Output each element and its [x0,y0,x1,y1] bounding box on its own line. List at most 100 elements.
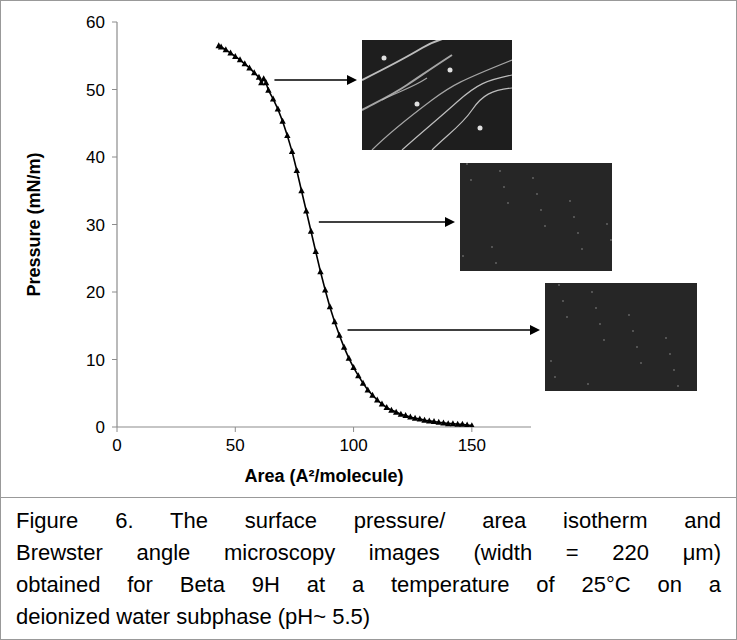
arrow-line [274,79,349,81]
bam-image [362,30,512,150]
y-tick-label: 30 [86,216,105,235]
bam-speck [591,291,593,293]
data-point [383,404,389,410]
y-tick [112,22,117,23]
bam-speck [540,209,542,211]
bam-speck [566,316,568,318]
y-tick [112,89,117,90]
bam-speck [562,300,564,302]
data-point [265,87,271,93]
x-axis-title: Area (A²/molecule) [244,466,403,486]
y-tick [112,427,117,428]
bam-image [545,283,697,391]
x-tick [471,427,472,432]
bam-speck [491,246,493,248]
caption-line: Figure 6. The surface pressure/ area iso… [16,506,721,536]
data-point [313,248,319,254]
y-tick-label: 40 [86,148,105,167]
data-point [303,208,309,214]
bam-streak [402,75,512,150]
data-point [270,95,276,101]
data-point [279,118,285,124]
data-point [369,392,375,398]
data-point [227,50,233,56]
bam-texture [462,163,612,264]
data-point [232,53,238,59]
bam-speck [466,163,468,165]
bam-speck [536,193,538,195]
bam-speck [665,337,667,339]
caption-line: Brewster angle microscopy images (width … [16,538,721,568]
bam-spot [478,126,483,131]
bam-speck [587,383,589,385]
data-point [308,228,314,234]
bam-speck [581,248,583,250]
data-point [258,79,264,85]
data-point [402,412,408,418]
data-point [421,417,427,423]
y-tick [112,359,117,360]
data-point [322,286,328,292]
data-point [360,380,366,386]
data-point [275,106,281,112]
caption-line: obtained for Beta 9H at a temperature of… [16,570,721,600]
bam-spot [382,56,387,61]
arrow-head [347,75,357,85]
bam-speck [595,307,597,309]
arrow-line [348,329,532,331]
data-point [365,386,371,392]
data-point [350,364,356,370]
data-point [284,132,290,138]
bam-streak [382,78,427,100]
x-tick [117,427,118,432]
data-point [289,148,295,154]
bam-speck [503,186,505,188]
bam-image [460,163,612,271]
data-point [341,344,347,350]
bam-speck [599,323,601,325]
bam-speck [558,284,560,286]
arrow-line [319,221,447,223]
data-point [216,42,222,48]
bam-spot [415,102,420,107]
data-point [412,415,418,421]
y-tick-label: 0 [96,418,105,437]
arrow-head [445,217,455,227]
bam-speck [610,239,612,241]
data-point [237,56,243,62]
caption-border [0,497,737,498]
y-axis-title: Pressure (mN/m) [24,152,44,296]
bam-speck [499,170,501,172]
bam-speck [532,177,534,179]
x-tick [353,427,354,432]
bam-speck [606,223,608,225]
bam-speck [462,255,464,257]
bam-speck [569,200,571,202]
y-tick-label: 10 [86,351,105,370]
bam-speck [603,339,605,341]
y-tick [112,224,117,225]
bam-streak [432,88,512,150]
bam-texture [550,284,679,387]
y-tick [112,292,117,293]
bam-speck [577,232,579,234]
bam-speck [673,369,675,371]
bam-speck [507,202,509,204]
x-tick-label: 0 [112,436,121,455]
x-tick-label: 150 [458,436,486,455]
bam-speck [669,353,671,355]
data-point [294,167,300,173]
bam-speck [632,330,634,332]
bam-speck [544,225,546,227]
y-tick-label: 60 [86,13,105,32]
bam-spot [448,68,453,73]
bam-speck [640,362,642,364]
bam-background [460,163,612,271]
bam-speck [554,376,556,378]
data-point [407,413,413,419]
bam-speck [573,216,575,218]
figure: 0501001500102030405060Area (A²/molecule)… [0,0,737,640]
bam-speck [636,346,638,348]
figure-border [1,1,737,640]
x-tick-label: 100 [339,436,367,455]
